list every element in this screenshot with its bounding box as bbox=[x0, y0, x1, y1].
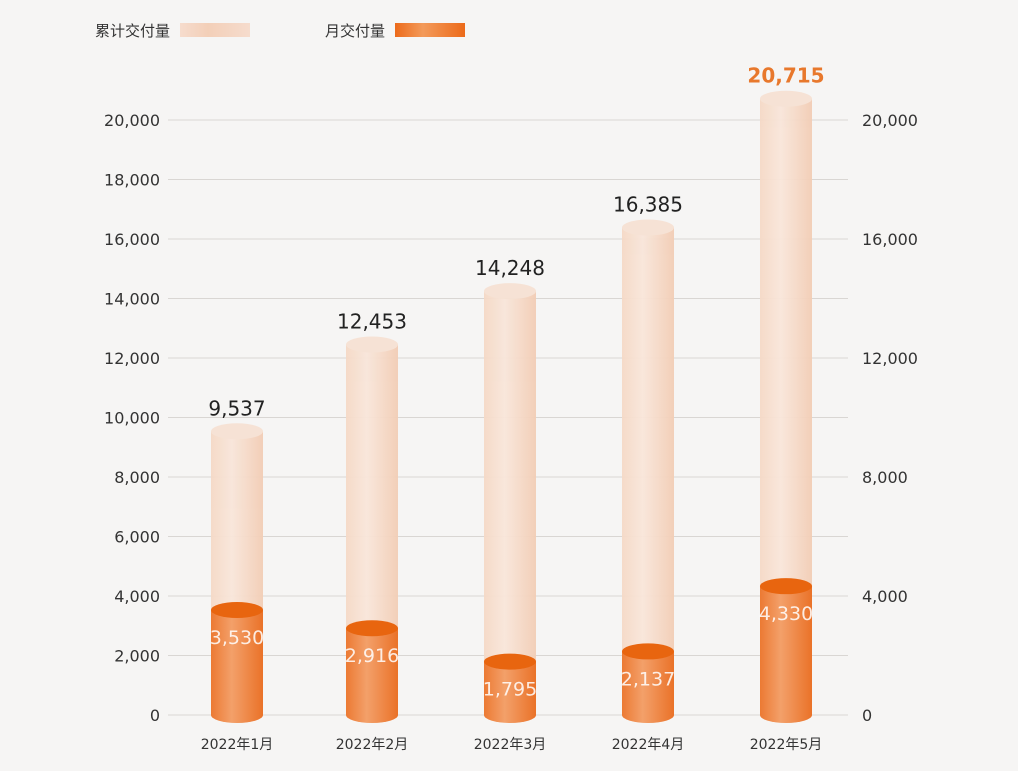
y-tick-label-left: 2,000 bbox=[114, 647, 160, 666]
legend-cumulative-swatch bbox=[180, 23, 251, 37]
y-tick-label-left: 14,000 bbox=[104, 290, 160, 309]
legend-monthly: 月交付量 bbox=[325, 18, 466, 42]
monthly-bar-cap bbox=[622, 643, 674, 660]
monthly-bar-body bbox=[346, 628, 398, 723]
y-tick-label-right: 8,000 bbox=[862, 468, 908, 487]
cumulative-value-label: 20,715 bbox=[747, 64, 824, 88]
x-tick-label: 2022年2月 bbox=[336, 737, 409, 753]
right-axis: 0 4,000 8,000 12,000 16,000 20,000 bbox=[862, 111, 918, 725]
legend-cumulative-label: 累计交付量 bbox=[95, 21, 171, 40]
y-tick-label-right: 16,000 bbox=[862, 230, 918, 249]
y-tick-label-left: 6,000 bbox=[114, 528, 160, 547]
monthly-value-label: 4,330 bbox=[759, 603, 813, 625]
cumulative-bar bbox=[760, 90, 812, 723]
legend-monthly-swatch bbox=[395, 23, 466, 37]
cumulative-value-label: 12,453 bbox=[337, 310, 407, 334]
cumulative-bar-cap bbox=[211, 423, 263, 440]
cumulative-bar-body bbox=[622, 227, 674, 723]
y-tick-label-left: 8,000 bbox=[114, 468, 160, 487]
cumulative-value-label: 14,248 bbox=[475, 256, 545, 280]
cumulative-bar bbox=[484, 283, 536, 723]
monthly-bar bbox=[484, 653, 536, 723]
cumulative-bar-cap bbox=[484, 283, 536, 300]
monthly-bar-body bbox=[760, 586, 812, 723]
monthly-value-label: 2,916 bbox=[345, 645, 399, 667]
cumulative-bar-cap bbox=[346, 336, 398, 353]
x-axis: 2022年1月 2022年2月 2022年3月 2022年4月 2022年5月 bbox=[201, 737, 823, 753]
cumulative-bar-cap bbox=[622, 219, 674, 236]
monthly-bar-body bbox=[484, 661, 536, 723]
y-tick-label-left: 4,000 bbox=[114, 587, 160, 606]
y-tick-label-right: 0 bbox=[862, 706, 872, 725]
cumulative-bar-body bbox=[484, 291, 536, 723]
x-tick-label: 2022年5月 bbox=[750, 737, 823, 753]
cumulative-value-label: 16,385 bbox=[613, 193, 683, 217]
legend-monthly-label: 月交付量 bbox=[325, 21, 386, 40]
monthly-bar-cap bbox=[760, 578, 812, 595]
monthly-bar-cap bbox=[211, 601, 263, 618]
monthly-value-label: 3,530 bbox=[210, 627, 264, 649]
monthly-bar-cap bbox=[346, 620, 398, 637]
x-tick-label: 2022年4月 bbox=[612, 737, 685, 753]
monthly-bar-body bbox=[211, 609, 263, 723]
x-tick-label: 2022年3月 bbox=[474, 737, 547, 753]
monthly-value-label: 1,795 bbox=[483, 679, 537, 701]
y-tick-label-left: 16,000 bbox=[104, 230, 160, 249]
x-tick-label: 2022年1月 bbox=[201, 737, 274, 753]
y-tick-label-left: 10,000 bbox=[104, 409, 160, 428]
y-tick-label-left: 0 bbox=[150, 706, 160, 725]
y-tick-label-right: 12,000 bbox=[862, 349, 918, 368]
y-tick-label-right: 20,000 bbox=[862, 111, 918, 130]
left-axis: 0 2,000 4,000 6,000 8,000 10,000 12,000 14,000 1… bbox=[104, 111, 160, 725]
monthly-bar-cap bbox=[484, 653, 536, 670]
y-tick-label-left: 18,000 bbox=[104, 171, 160, 190]
y-tick-label-left: 12,000 bbox=[104, 349, 160, 368]
monthly-value-label: 2,137 bbox=[621, 668, 675, 690]
cumulative-bar-body bbox=[760, 98, 812, 723]
cumulative-value-label: 9,537 bbox=[208, 396, 265, 420]
cumulative-bar bbox=[622, 219, 674, 723]
y-tick-label-left: 20,000 bbox=[104, 111, 160, 130]
legend-cumulative: 累计交付量 bbox=[95, 18, 251, 42]
monthly-bar-body bbox=[622, 651, 674, 723]
cumulative-bar-cap bbox=[760, 90, 812, 107]
monthly-bar bbox=[760, 578, 812, 723]
monthly-bar bbox=[346, 620, 398, 723]
bars-layer bbox=[211, 90, 812, 723]
monthly-bar bbox=[211, 601, 263, 723]
monthly-bar bbox=[622, 643, 674, 723]
labels-layer: 9,537 3,530 12,453 2,916 14,248 1,795 16,385 2,… bbox=[208, 64, 824, 701]
y-tick-label-right: 4,000 bbox=[862, 587, 908, 606]
